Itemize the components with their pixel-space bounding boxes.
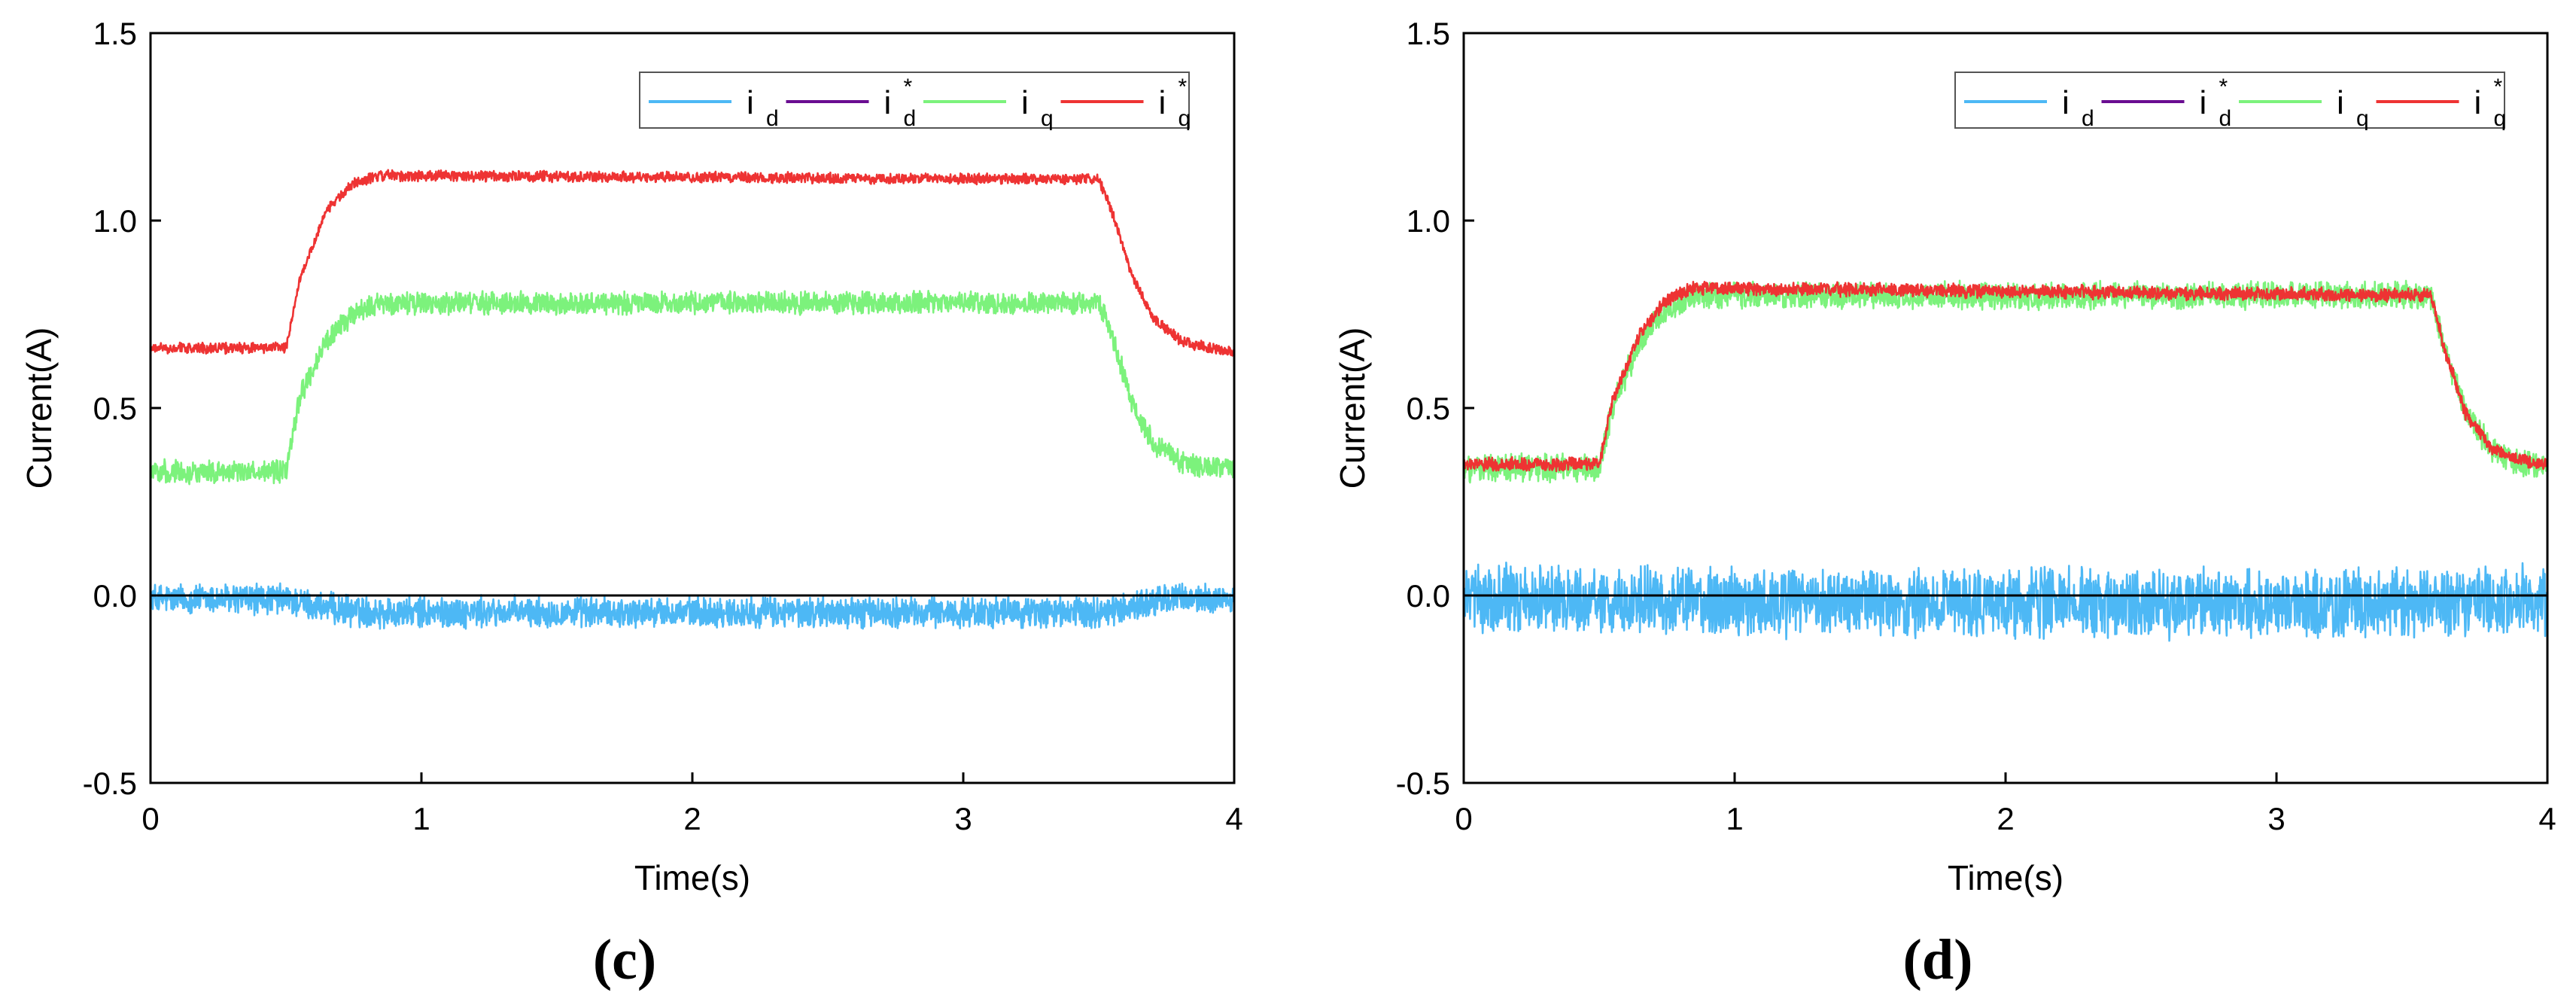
legend-label-3: i [1159,84,1166,121]
y-tick-label: -0.5 [1396,766,1450,801]
series-line-iq [151,290,1234,486]
x-tick-label: 3 [954,801,972,836]
x-tick-label: 0 [141,801,159,836]
series-line-id [151,582,1234,630]
legend-label-2: i [1021,84,1029,121]
legend-superscript-3: * [2494,75,2503,99]
x-tick-label: 3 [2267,801,2285,836]
series-line-id [1464,561,2547,642]
chart-panel-0: -0.5 0.0 0.5 1.0 1.5 0 1 2 3 4 Time(s) Current(A) (c… [20,16,1243,991]
y-tick-label: 0.5 [1407,391,1450,426]
legend-subscript-1: d [2219,106,2232,131]
legend-subscript-0: d [766,106,779,131]
plot-frame [149,32,1236,784]
x-tick-label: 0 [1455,801,1472,836]
legend-superscript-3: * [1179,75,1188,99]
x-tick-label: 4 [1225,801,1242,836]
chart-panel-1: -0.5 0.0 0.5 1.0 1.5 0 1 2 3 4 Time(s) Current(A) (d… [1333,16,2556,991]
legend-superscript-1: * [904,75,913,99]
x-tick-label: 1 [412,801,430,836]
legend-label-0: i [747,84,754,121]
x-tick-label: 1 [1726,801,1743,836]
legend: i d i d* i q i q* [1954,72,2507,131]
panel-label: (c) [593,928,656,991]
y-tick-label: -0.5 [83,766,137,801]
plot-frame [1462,32,2549,784]
legend: i d i d* i q i q* [639,72,1191,131]
y-axis-label: Current(A) [1333,327,1372,489]
series-line-iq-ref [151,169,1234,357]
x-axis-label: Time(s) [634,858,750,897]
legend-subscript-0: d [2082,106,2094,131]
y-tick-label: 0.5 [93,391,137,426]
legend-subscript-3: q [1179,106,1191,131]
plot-area [1464,279,2547,642]
y-tick-label: 1.0 [1407,203,1450,239]
x-axis-label: Time(s) [1948,858,2064,897]
legend-subscript-3: q [2494,106,2507,131]
legend-subscript-2: q [2356,106,2369,131]
x-tick-label: 2 [1997,801,2014,836]
plot-area [151,169,1234,630]
legend-label-0: i [2062,84,2070,121]
x-tick-label: 2 [683,801,701,836]
series-line-iq [1464,279,2547,484]
y-axis-label: Current(A) [20,327,59,489]
y-tick-label: 0.0 [1407,578,1450,614]
legend-label-1: i [884,84,892,121]
legend-subscript-2: q [1041,106,1054,131]
y-tick-label: 1.0 [93,203,137,239]
y-tick-label: 1.5 [93,16,137,51]
y-tick-label: 1.5 [1407,16,1450,51]
legend-label-2: i [2337,84,2344,121]
legend-label-3: i [2474,84,2482,121]
series-line-iq-ref [1464,280,2547,473]
legend-label-1: i [2200,84,2207,121]
y-tick-label: 0.0 [93,578,137,614]
panel-label: (d) [1903,928,1973,991]
legend-subscript-1: d [904,106,917,131]
x-tick-label: 4 [2538,801,2556,836]
legend-superscript-1: * [2219,75,2228,99]
